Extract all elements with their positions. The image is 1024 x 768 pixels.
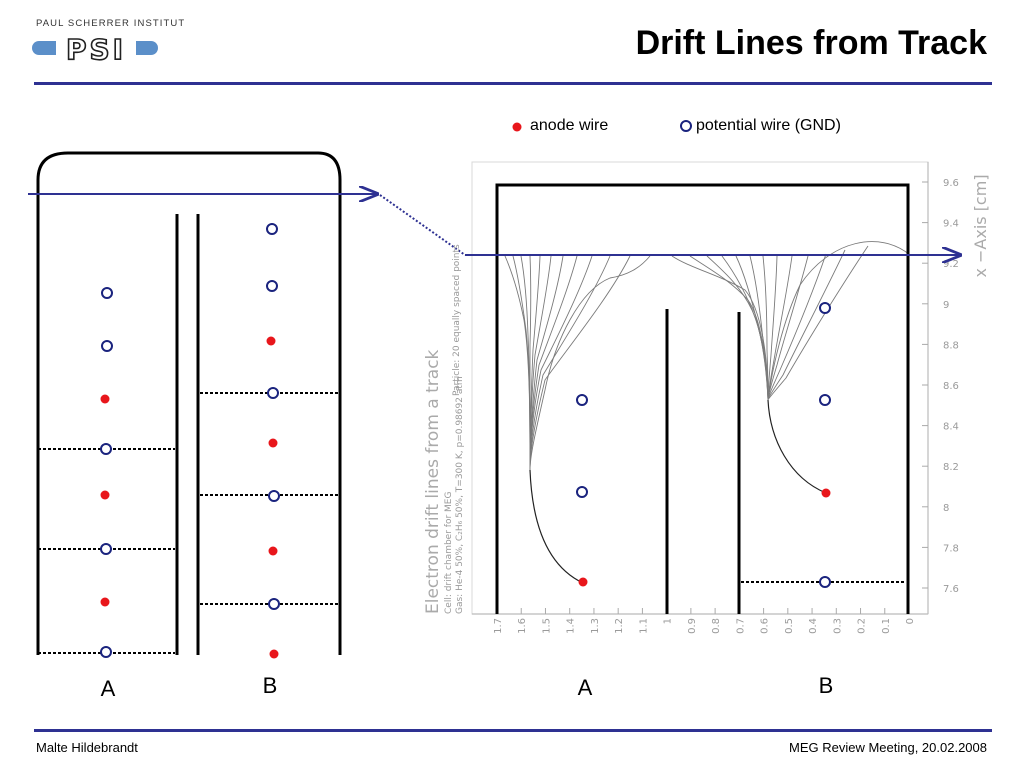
potential-wire [576,486,588,498]
plot-label-b: B [819,673,834,698]
potential-wire [268,598,280,610]
footer-event: MEG Review Meeting, 20.02.2008 [789,740,987,755]
potential-wire [100,646,112,658]
x-tick-label: 0.6 [760,618,771,634]
x-tick-label: 0 [905,618,916,624]
potential-wire [266,223,278,235]
institute-name: PAUL SCHERRER INSTITUT [36,18,186,29]
potential-wire [100,443,112,455]
x-axis: 1.7 1.6 1.5 1.4 1.3 1.2 1.1 1 0.9 0.8 0.7 0.6 0.5 0.4… [493,608,916,634]
y-tick-label: 8.4 [943,422,959,433]
potential-wire [267,387,279,399]
y-axis: 9.6 9.4 9.2 9 8.8 8.6 8.4 8.2 8 7.8 7.6 [922,178,959,595]
x-tick-label: 1.3 [590,618,601,634]
x-tick-label: 0.3 [832,618,843,634]
legend-anode-label: anode wire [530,117,609,134]
legend-potential-label: potential wire (GND) [696,117,841,134]
plot-side-title: Electron drift lines from a track [423,349,443,614]
anode-wire [100,490,110,500]
plot-info-particle: Particle: 20 equally spaced points [452,244,462,396]
legend-anode-icon [512,122,522,132]
potential-wire [101,340,113,352]
x-tick-label: 0.9 [687,618,698,634]
x-tick-label: 1.4 [566,618,577,634]
anode-wire [269,649,279,659]
drift-lines-a [504,255,651,584]
drift-lines-b [671,241,911,494]
plot-info-cell: Cell: drift chamber for MEG [444,492,454,614]
y-tick-label: 8.2 [943,462,959,473]
x-tick-label: 0.7 [735,618,746,634]
potential-wire [101,287,113,299]
anode-wire [821,488,831,498]
x-tick-label: 0.5 [784,618,795,634]
anode-wire [100,597,110,607]
x-tick-label: 0.1 [881,618,892,634]
plot-label-a: A [578,675,593,700]
y-tick-label: 9.4 [943,219,959,230]
footer-rule [34,729,992,732]
y-tick-label: 7.8 [943,543,959,554]
potential-wire [268,490,280,502]
anode-wire [268,546,278,556]
header-rule [34,82,992,85]
track-projection [379,194,466,256]
plot-chamber-outline [495,183,910,614]
x-tick-label: 0.2 [857,618,868,634]
footer-author: Malte Hildebrandt [36,740,138,755]
left-label-a: A [101,676,116,701]
y-tick-label: 7.6 [943,584,959,595]
legend-potential-icon [680,120,692,132]
potential-wire [266,280,278,292]
left-schematic: A B [36,151,342,701]
anode-wire [100,394,110,404]
x-tick-label: 1 [663,618,674,624]
x-tick-label: 1.7 [493,618,504,634]
potential-wire [819,394,831,406]
left-label-b: B [263,673,278,698]
potential-wire [819,576,831,588]
y-tick-label: 9.2 [943,259,959,270]
logo-letters: PSI [66,33,126,66]
anode-wire [266,336,276,346]
potential-wire [576,394,588,406]
anode-wire [578,577,588,587]
y-tick-label: 8.6 [943,381,959,392]
x-tick-label: 1.2 [614,618,625,634]
y-tick-label: 9.6 [943,178,959,189]
drift-plot: 9.69.49.298.88.68.48.287.87.6 1.7 1.6 1.5 1… [423,161,990,700]
potential-wire [819,302,831,314]
x-tick-label: 1.5 [541,618,552,634]
y-tick-label: 9 [943,300,949,311]
x-tick-label: 1.6 [517,618,528,634]
x-tick-label: 1.1 [638,618,649,634]
slide-title: Drift Lines from Track [635,24,987,62]
x-tick-label: 0.8 [711,618,722,634]
plot-info-gas: Gas: He-4 50%, C₂H₆ 50%, T=300 K, p=0.98… [455,376,465,614]
y-tick-label: 8 [943,503,949,514]
potential-wire [100,543,112,555]
chamber-outline [36,151,342,655]
x-tick-label: 0.4 [808,618,819,634]
anode-wire [268,438,278,448]
y-tick-label: 8.8 [943,340,959,351]
psi-logo: PSI [30,30,160,67]
y-axis-title: x −Axis [cm] [971,174,990,277]
